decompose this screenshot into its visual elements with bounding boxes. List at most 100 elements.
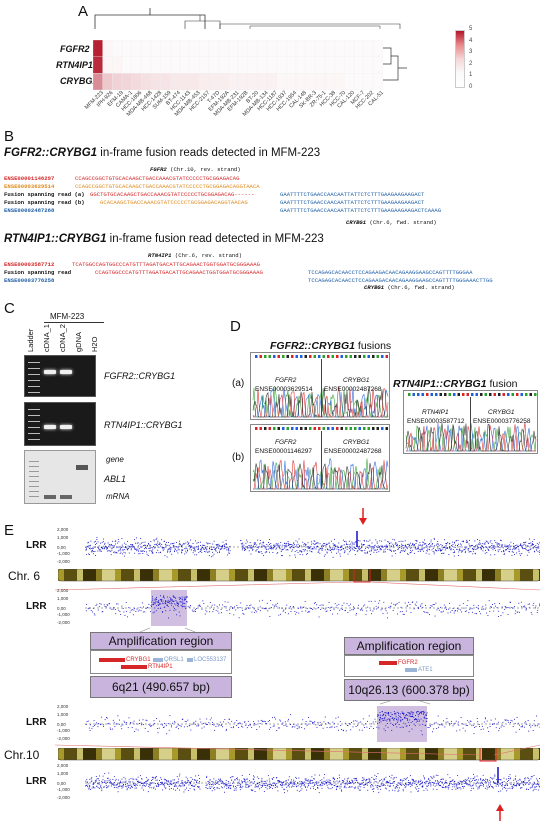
heatmap-cell xyxy=(295,40,306,57)
heatmap-row-label-rtn4ip1: RTN4IP1 xyxy=(56,60,93,70)
heatmap-cell xyxy=(334,40,345,57)
alignment-seq-left: GGCTGTGCACAAGCTGACCAAACGTATCCCCCTGCGGAGA… xyxy=(90,191,255,198)
alignment-seq-right: TCCAGAGCACAACCTCCAGAAGACAACAGAAGGAAGCCAG… xyxy=(308,269,473,276)
gel-band xyxy=(60,370,72,374)
heatmap-legend-tick: 2 xyxy=(469,60,473,67)
heatmap-cell xyxy=(373,56,383,74)
amp2-gene-box: FGFR2 ATE1 xyxy=(344,655,474,677)
gene-bar-ate1 xyxy=(405,668,417,672)
heatmap-row-label-crybg1: CRYBG1 xyxy=(60,76,98,86)
heatmap-cell xyxy=(315,40,326,57)
heatmap-cell xyxy=(228,40,239,57)
gel-lane-label: cDNA_2 xyxy=(58,324,67,352)
section-b-title-2: RTN4IP1::CRYBG1 in-frame fusion read det… xyxy=(4,233,324,245)
heatmap-legend-bar xyxy=(455,30,465,88)
heatmap-cell xyxy=(276,73,287,90)
heatmap-cell xyxy=(295,56,306,74)
heatmap-cell xyxy=(276,40,287,57)
alignment-seq-left: TCATGGCCAGTGGCCCATGTTTAGATGACATTGCAGAACT… xyxy=(72,261,260,268)
heatmap-cell xyxy=(150,56,161,74)
gene-bar-fgfr2 xyxy=(379,661,397,665)
heatmap-cell xyxy=(208,73,219,90)
svg-text:-1,000: -1,000 xyxy=(57,551,70,556)
alignment-seq-right: GAATTTTCTGAACCAACAATTATTCTCTTTGAAGAAGAAG… xyxy=(280,191,425,198)
chr6-ideogram xyxy=(58,569,540,583)
heatmap-cell xyxy=(286,56,297,74)
svg-text:0,00: 0,00 xyxy=(57,722,66,727)
heatmap-cell xyxy=(344,73,355,90)
lrr-track-genome-2: 2,000 1,000 0,00-1,000 -2,000 xyxy=(57,763,540,800)
gel-image-abl1 xyxy=(24,450,96,504)
heatmap-cell xyxy=(257,73,268,90)
heatmap-cell xyxy=(141,40,152,57)
heatmap-cell xyxy=(257,56,268,74)
heatmap-cell xyxy=(170,40,181,57)
heatmap-dendrogram-right xyxy=(383,47,407,81)
amp1-title: Amplification region xyxy=(90,632,232,650)
heatmap-cell xyxy=(315,73,326,90)
gel-band xyxy=(76,465,88,470)
panel-label-b: B xyxy=(4,128,15,145)
crybg1-footer-1: CRYBG1 (Chr.6, fwd. strand) xyxy=(346,219,437,226)
chromatogram-rtn: RTN4IP1 ENSE00003587712 CRYBG1 ENSE00003… xyxy=(403,390,538,454)
lrr-label-1: LRR xyxy=(26,540,47,551)
alignment-row-label: Fusion spanning read (a) xyxy=(4,191,85,198)
heatmap-cell xyxy=(237,56,248,74)
gel-band xyxy=(44,495,56,499)
lrr-track-chr6: 2,000 1,000 0,00-1,000 -2,000 xyxy=(57,588,540,626)
heatmap-cell xyxy=(257,40,268,57)
heatmap-cell xyxy=(237,40,248,57)
lrr-label-2: LRR xyxy=(26,601,47,612)
heatmap-cell xyxy=(93,40,103,57)
heatmap-cell xyxy=(208,56,219,74)
sanger-title-fgfr2: FGFR2::CRYBG1 fusions xyxy=(270,340,392,352)
gel-label-fgfr2: FGFR2::CRYBG1 xyxy=(104,371,176,381)
chromatogram-b: FGFR2 ENSE00001146297 CRYBG1 ENSE0000248… xyxy=(250,424,390,492)
crybg1-footer-2: CRYBG1 (Chr.6, fwd. strand) xyxy=(364,284,455,291)
heatmap-cell xyxy=(218,40,229,57)
heatmap-cell xyxy=(93,56,103,74)
heatmap-cell xyxy=(121,73,132,90)
heatmap-cell xyxy=(286,73,297,90)
heatmap-legend-tick: 4 xyxy=(469,37,473,44)
gel-label-rtn: RTN4IP1::CRYBG1 xyxy=(104,420,183,430)
heatmap-cell xyxy=(295,73,306,90)
heatmap-cell xyxy=(112,40,123,57)
alignment-seq-right: GAATTTTCTGAACCAACAATTATTCTCTTTGAAGAAGAAG… xyxy=(280,199,425,206)
heatmap-cell xyxy=(121,40,132,57)
heatmap-cell xyxy=(121,56,132,74)
amp1-gene-box: CRYBG1 QRSL1 LOC553137 RTN4IP1 xyxy=(90,650,232,674)
sanger-title-rtn: RTN4IP1::CRYBG1 fusion xyxy=(393,378,518,390)
svg-text:-2,000: -2,000 xyxy=(57,620,70,625)
svg-text:2,000: 2,000 xyxy=(57,763,69,768)
heatmap-cell xyxy=(179,56,190,74)
alignment-seq-left: CCAGCCGGCTGTGCACAAGCTGACCAAACGTATCCCCCTG… xyxy=(75,183,260,190)
rtn-header: RTN4IP1 (Chr.6, rev. strand) xyxy=(148,252,242,259)
amp2-title: Amplification region xyxy=(344,637,474,655)
alignment-row-label: Fusion spanning read xyxy=(4,269,72,276)
heatmap-cell xyxy=(315,56,326,74)
sanger-label-b: (b) xyxy=(232,452,245,463)
gel-lane-label: gDNA xyxy=(74,331,83,352)
heatmap-cell xyxy=(324,56,335,74)
heatmap-cell xyxy=(228,56,239,74)
heatmap-legend: 5 4 3 2 1 0 xyxy=(455,26,472,90)
heatmap-dendrogram-top xyxy=(94,8,401,29)
heatmap-cell xyxy=(324,73,335,90)
heatmap-cell xyxy=(266,56,277,74)
gel-header-line xyxy=(44,322,104,323)
svg-text:-2,000: -2,000 xyxy=(57,559,70,564)
alignment-row-label: Fusion spanning read (b) xyxy=(4,199,85,206)
heatmap-cell xyxy=(334,73,345,90)
heatmap-cell xyxy=(141,73,152,90)
chr10-label: Chr.10 xyxy=(4,748,40,762)
svg-text:-1,000: -1,000 xyxy=(57,787,70,792)
panel-label-c: C xyxy=(4,300,15,317)
heatmap-cell xyxy=(179,73,190,90)
heatmap-cell xyxy=(131,56,142,74)
heatmap-legend-tick: 3 xyxy=(469,49,473,55)
panel-label-a: A xyxy=(78,3,89,20)
lrr-track-chr10: 2,000 1,000 0,00-1,000 -2,000 xyxy=(57,704,540,742)
heatmap-cell xyxy=(237,73,248,90)
heatmap-cell xyxy=(189,56,200,74)
